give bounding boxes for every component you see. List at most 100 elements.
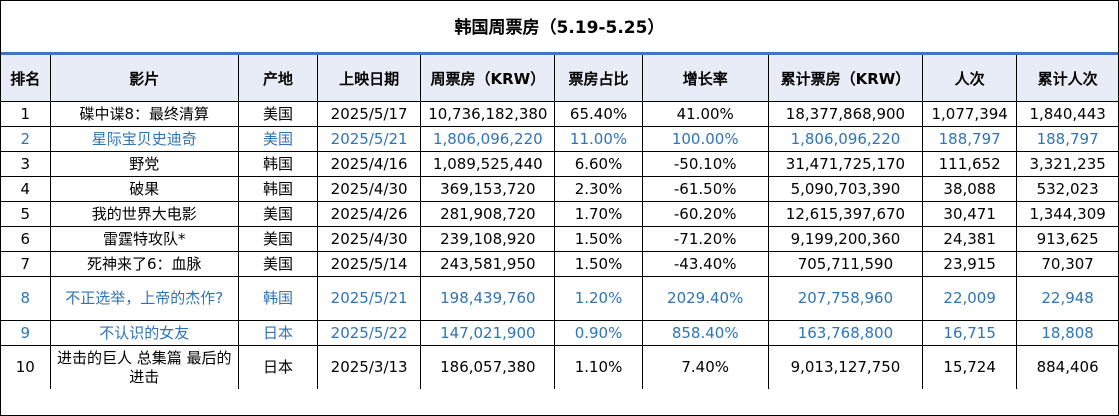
cell-origin: 美国 bbox=[237, 201, 319, 227]
cell-total-admissions: 3,321,235 bbox=[1016, 151, 1118, 177]
cell-release-date: 2025/5/14 bbox=[317, 251, 422, 277]
cell-admissions: 38,088 bbox=[922, 176, 1018, 202]
cell-release-date: 2025/4/16 bbox=[317, 151, 422, 177]
cell-origin: 日本 bbox=[237, 320, 319, 346]
cell-admissions: 15,724 bbox=[922, 345, 1018, 389]
header-row: 排名 影片 产地 上映日期 周票房（KRW） 票房占比 增长率 累计票房（KRW… bbox=[1, 55, 1118, 102]
cell-growth: 2029.40% bbox=[641, 276, 769, 321]
cell-total-admissions: 188,797 bbox=[1016, 126, 1118, 152]
cell-film: 不正选举，上帝的杰作? bbox=[49, 276, 239, 321]
cell-rank: 4 bbox=[1, 176, 51, 202]
cell-release-date: 2025/4/30 bbox=[317, 176, 422, 202]
cell-total-gross: 207,758,960 bbox=[767, 276, 924, 321]
cell-share: 0.90% bbox=[554, 320, 643, 346]
cell-admissions: 22,009 bbox=[922, 276, 1018, 321]
cell-admissions: 24,381 bbox=[922, 226, 1018, 252]
cell-share: 1.50% bbox=[554, 226, 643, 252]
cell-weekly-gross: 369,153,720 bbox=[420, 176, 556, 202]
cell-weekly-gross: 147,021,900 bbox=[420, 320, 556, 346]
cell-share: 11.00% bbox=[554, 126, 643, 152]
cell-rank: 9 bbox=[1, 320, 51, 346]
cell-film: 不认识的女友 bbox=[49, 320, 239, 346]
cell-origin: 美国 bbox=[237, 226, 319, 252]
cell-growth: 858.40% bbox=[641, 320, 769, 346]
cell-weekly-gross: 10,736,182,380 bbox=[420, 101, 556, 127]
col-header-rank: 排名 bbox=[1, 55, 51, 102]
cell-release-date: 2025/3/13 bbox=[317, 345, 422, 389]
cell-film: 进击的巨人 总集篇 最后的进击 bbox=[49, 345, 239, 389]
cell-share: 1.70% bbox=[554, 201, 643, 227]
cell-film: 野党 bbox=[49, 151, 239, 177]
cell-share: 1.10% bbox=[554, 345, 643, 389]
cell-weekly-gross: 1,089,525,440 bbox=[420, 151, 556, 177]
cell-growth: 100.00% bbox=[641, 126, 769, 152]
table-row: 8 不正选举，上帝的杰作? 韩国 2025/5/21 198,439,760 1… bbox=[1, 276, 1118, 321]
cell-total-admissions: 532,023 bbox=[1016, 176, 1118, 202]
cell-origin: 日本 bbox=[237, 345, 319, 389]
col-header-share: 票房占比 bbox=[554, 55, 643, 102]
cell-total-admissions: 884,406 bbox=[1016, 345, 1118, 389]
cell-rank: 5 bbox=[1, 201, 51, 227]
col-header-total-gross: 累计票房（KRW） bbox=[767, 55, 924, 102]
cell-rank: 3 bbox=[1, 151, 51, 177]
cell-film: 雷霆特攻队* bbox=[49, 226, 239, 252]
cell-growth: -43.40% bbox=[641, 251, 769, 277]
cell-film: 死神来了6：血脉 bbox=[49, 251, 239, 277]
cell-growth: -71.20% bbox=[641, 226, 769, 252]
cell-total-gross: 9,013,127,750 bbox=[767, 345, 924, 389]
cell-rank: 10 bbox=[1, 345, 51, 389]
cell-growth: -60.20% bbox=[641, 201, 769, 227]
table-row: 9 不认识的女友 日本 2025/5/22 147,021,900 0.90% … bbox=[1, 320, 1118, 346]
cell-origin: 韩国 bbox=[237, 276, 319, 321]
cell-growth: -50.10% bbox=[641, 151, 769, 177]
cell-admissions: 111,652 bbox=[922, 151, 1018, 177]
cell-weekly-gross: 239,108,920 bbox=[420, 226, 556, 252]
cell-growth: -61.50% bbox=[641, 176, 769, 202]
cell-total-gross: 31,471,725,170 bbox=[767, 151, 924, 177]
cell-film: 我的世界大电影 bbox=[49, 201, 239, 227]
cell-total-gross: 705,711,590 bbox=[767, 251, 924, 277]
cell-release-date: 2025/4/30 bbox=[317, 226, 422, 252]
cell-release-date: 2025/5/22 bbox=[317, 320, 422, 346]
cell-origin: 美国 bbox=[237, 101, 319, 127]
cell-weekly-gross: 243,581,950 bbox=[420, 251, 556, 277]
cell-share: 2.30% bbox=[554, 176, 643, 202]
table-row: 6 雷霆特攻队* 美国 2025/4/30 239,108,920 1.50% … bbox=[1, 226, 1118, 252]
cell-weekly-gross: 198,439,760 bbox=[420, 276, 556, 321]
col-header-film: 影片 bbox=[49, 55, 239, 102]
cell-origin: 美国 bbox=[237, 251, 319, 277]
table-row: 3 野党 韩国 2025/4/16 1,089,525,440 6.60% -5… bbox=[1, 151, 1118, 177]
cell-total-gross: 9,199,200,360 bbox=[767, 226, 924, 252]
cell-share: 65.40% bbox=[554, 101, 643, 127]
cell-admissions: 1,077,394 bbox=[922, 101, 1018, 127]
table-row: 10 进击的巨人 总集篇 最后的进击 日本 2025/3/13 186,057,… bbox=[1, 345, 1118, 389]
cell-total-admissions: 1,344,309 bbox=[1016, 201, 1118, 227]
box-office-table: 排名 影片 产地 上映日期 周票房（KRW） 票房占比 增长率 累计票房（KRW… bbox=[1, 55, 1118, 389]
cell-admissions: 188,797 bbox=[922, 126, 1018, 152]
cell-share: 1.50% bbox=[554, 251, 643, 277]
cell-origin: 韩国 bbox=[237, 176, 319, 202]
col-header-total-admissions: 累计人次 bbox=[1016, 55, 1118, 102]
table-row: 4 破果 韩国 2025/4/30 369,153,720 2.30% -61.… bbox=[1, 176, 1118, 202]
table-row: 5 我的世界大电影 美国 2025/4/26 281,908,720 1.70%… bbox=[1, 201, 1118, 227]
cell-release-date: 2025/5/21 bbox=[317, 126, 422, 152]
cell-release-date: 2025/5/17 bbox=[317, 101, 422, 127]
cell-film: 星际宝贝史迪奇 bbox=[49, 126, 239, 152]
cell-total-gross: 163,768,800 bbox=[767, 320, 924, 346]
cell-rank: 6 bbox=[1, 226, 51, 252]
cell-rank: 8 bbox=[1, 276, 51, 321]
cell-total-admissions: 18,808 bbox=[1016, 320, 1118, 346]
cell-total-gross: 1,806,096,220 bbox=[767, 126, 924, 152]
cell-admissions: 30,471 bbox=[922, 201, 1018, 227]
cell-total-gross: 12,615,397,670 bbox=[767, 201, 924, 227]
cell-rank: 1 bbox=[1, 101, 51, 127]
col-header-weekly-gross: 周票房（KRW） bbox=[420, 55, 556, 102]
col-header-origin: 产地 bbox=[237, 55, 319, 102]
cell-weekly-gross: 1,806,096,220 bbox=[420, 126, 556, 152]
cell-origin: 韩国 bbox=[237, 151, 319, 177]
cell-total-admissions: 1,840,443 bbox=[1016, 101, 1118, 127]
cell-film: 碟中谍8：最终清算 bbox=[49, 101, 239, 127]
cell-total-admissions: 22,948 bbox=[1016, 276, 1118, 321]
table-title: 韩国周票房（5.19-5.25） bbox=[1, 1, 1118, 55]
